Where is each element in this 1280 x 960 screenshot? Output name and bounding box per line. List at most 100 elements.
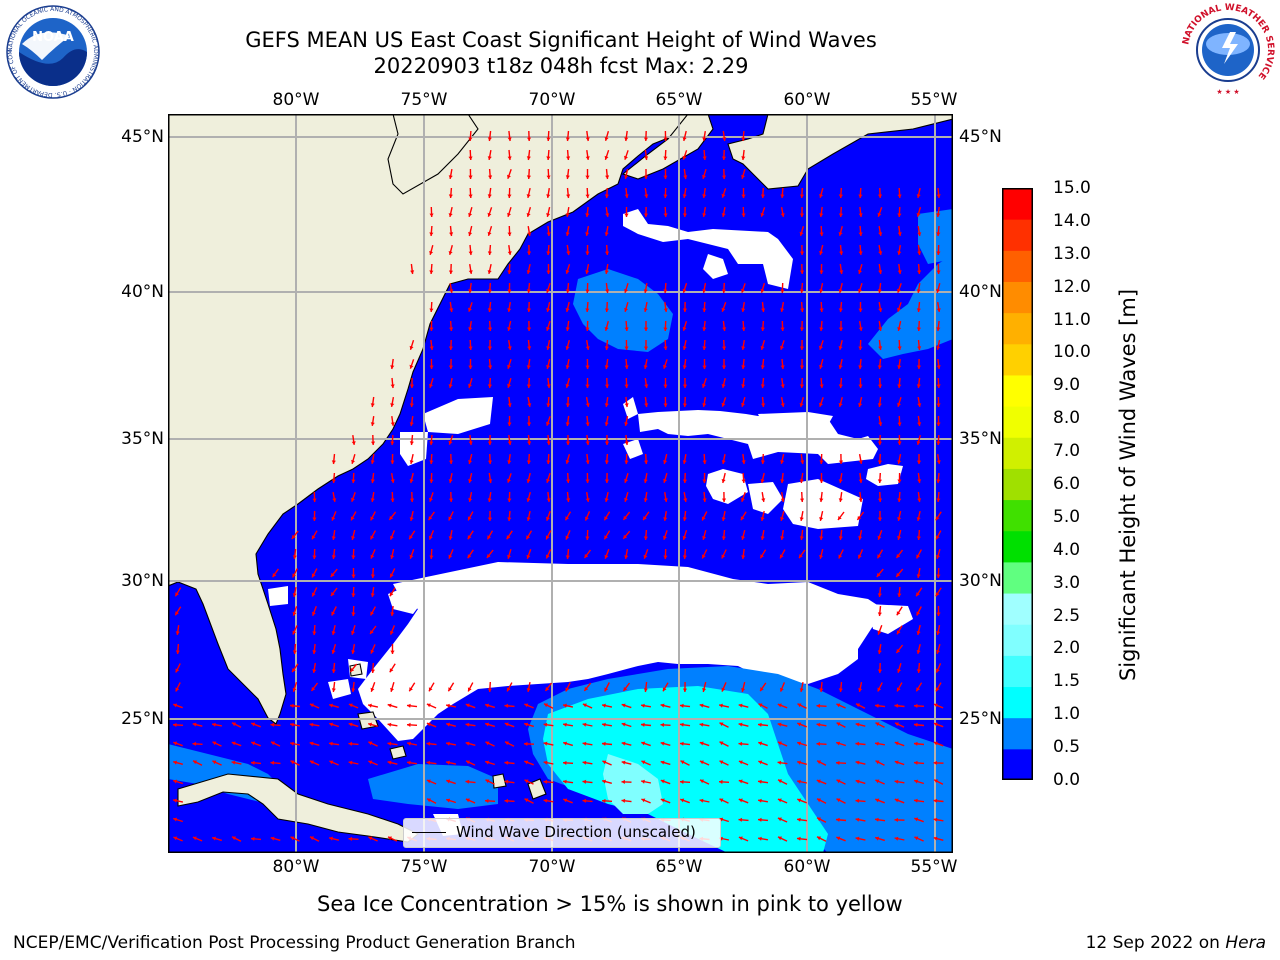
wave-direction-arrowhead [917, 232, 922, 236]
wave-direction-arrowhead [546, 308, 551, 312]
wave-direction-arrowhead [212, 741, 217, 746]
wave-direction-arrowhead [817, 760, 821, 765]
wave-direction-arrowhead [663, 213, 668, 217]
wave-direction-arrowhead [641, 703, 645, 708]
wave-direction-arrowhead [741, 137, 746, 141]
wave-direction-arrowhead [741, 365, 746, 369]
wave-direction-arrowhead [545, 535, 550, 540]
wave-direction-arrowhead [449, 498, 454, 502]
wave-direction-arrowhead [838, 213, 843, 217]
wave-direction-arrowhead [410, 270, 415, 274]
wave-direction-arrowhead [719, 760, 724, 765]
wave-direction-arrowhead [448, 536, 453, 540]
colorbar-segment [1002, 343, 1033, 376]
wave-direction-arrowhead [604, 687, 609, 692]
wave-direction-arrowhead [875, 760, 880, 765]
wave-direction-arrowhead [292, 593, 297, 597]
wave-direction-arrowhead [604, 535, 608, 540]
colorbar-segment [1002, 499, 1033, 532]
wave-direction-arrowhead [488, 327, 493, 331]
wave-direction-arrowhead [777, 722, 782, 727]
wave-direction-arrowhead [877, 535, 882, 540]
wave-direction-arrowhead [875, 817, 879, 822]
wave-direction-arrowhead [390, 384, 395, 388]
wave-direction-arrowhead [838, 536, 843, 540]
wave-direction-arrowhead [546, 175, 551, 179]
wave-direction-arrowhead [799, 384, 804, 388]
wave-direction-arrowhead [780, 384, 785, 388]
wave-direction-arrowhead [933, 760, 937, 765]
wave-direction-arrowhead [916, 289, 921, 293]
wave-direction-arrowhead [504, 798, 508, 803]
wave-direction-arrowhead [565, 687, 570, 692]
wave-direction-arrowhead [758, 817, 762, 822]
wave-direction-arrowhead [331, 479, 336, 483]
wave-direction-arrowhead [917, 498, 922, 502]
wave-direction-arrowhead [350, 516, 355, 521]
wave-direction-arrowhead [643, 137, 648, 141]
wave-direction-arrowhead [780, 403, 785, 407]
wave-direction-arrowhead [838, 289, 843, 293]
wave-direction-arrowhead [858, 498, 863, 502]
wave-direction-arrowhead [738, 722, 743, 727]
wave-direction-arrowhead [838, 498, 843, 502]
wave-direction-arrowhead [838, 384, 843, 388]
wave-direction-arrowhead [175, 687, 180, 692]
wave-direction-arrowhead [543, 722, 548, 727]
wave-direction-arrowhead [565, 289, 570, 293]
wave-direction-arrowhead [799, 327, 804, 331]
wave-direction-arrowhead [741, 555, 746, 559]
wave-direction-arrowhead [389, 516, 394, 520]
wave-direction-arrowhead [524, 722, 529, 727]
wave-direction-arrowhead [526, 289, 531, 293]
wave-direction-arrowhead [799, 688, 804, 692]
wave-direction-arrowhead [602, 779, 606, 784]
wave-direction-arrowhead [838, 346, 843, 350]
wave-direction-arrowhead [409, 422, 414, 426]
wave-direction-arrowhead [449, 327, 454, 331]
wave-direction-arrowhead [604, 498, 609, 502]
wave-direction-arrowhead [585, 175, 590, 179]
wave-direction-arrowhead [817, 817, 821, 822]
wave-direction-arrowhead [448, 194, 453, 198]
wave-direction-arrowhead [816, 722, 821, 727]
wave-direction-arrowhead [526, 554, 531, 559]
wave-direction-arrowhead [836, 779, 841, 784]
colorbar-tick-label: 0.0 [1053, 770, 1081, 790]
wave-direction-arrowhead [933, 836, 938, 841]
wave-direction-arrowhead [390, 441, 395, 445]
wave-direction-arrowhead [309, 741, 314, 746]
wave-direction-arrowhead [838, 232, 843, 236]
wave-direction-arrowhead [546, 288, 550, 293]
wave-direction-arrowhead [699, 703, 704, 708]
wave-direction-arrowhead [212, 722, 216, 727]
wave-direction-arrowhead [351, 612, 356, 616]
wave-direction-arrowhead [877, 365, 882, 369]
wave-direction-arrowhead [877, 687, 882, 692]
wave-direction-arrowhead [507, 251, 512, 255]
wave-direction-arrowhead [660, 703, 665, 708]
wave-direction-arrowhead [585, 251, 590, 255]
wave-direction-arrowhead [936, 479, 941, 483]
wave-direction-arrowhead [309, 722, 314, 727]
wave-direction-arrowhead [173, 798, 177, 803]
wave-direction-arrowhead [916, 212, 921, 217]
wave-direction-arrowhead [390, 535, 394, 540]
wave-direction-arrowhead [721, 365, 727, 369]
wave-direction-arrowhead [468, 270, 473, 274]
wave-direction-arrowhead [585, 308, 590, 312]
wave-direction-arrowhead [722, 327, 727, 331]
wave-direction-arrowhead [819, 251, 824, 255]
wave-direction-arrowhead [429, 365, 434, 369]
wave-direction-arrowhead [916, 611, 921, 616]
wave-direction-arrowhead [449, 460, 454, 464]
wave-direction-arrowhead [858, 269, 862, 274]
wave-direction-arrowhead [331, 592, 335, 596]
wave-direction-arrowhead [877, 403, 882, 407]
wave-direction-arrowhead [506, 687, 511, 692]
wave-direction-arrowhead [702, 289, 707, 293]
wave-direction-arrowhead [896, 611, 901, 616]
wave-direction-arrowhead [933, 703, 938, 708]
wave-direction-arrowhead [409, 364, 414, 369]
wave-direction-arrowhead [604, 479, 609, 483]
